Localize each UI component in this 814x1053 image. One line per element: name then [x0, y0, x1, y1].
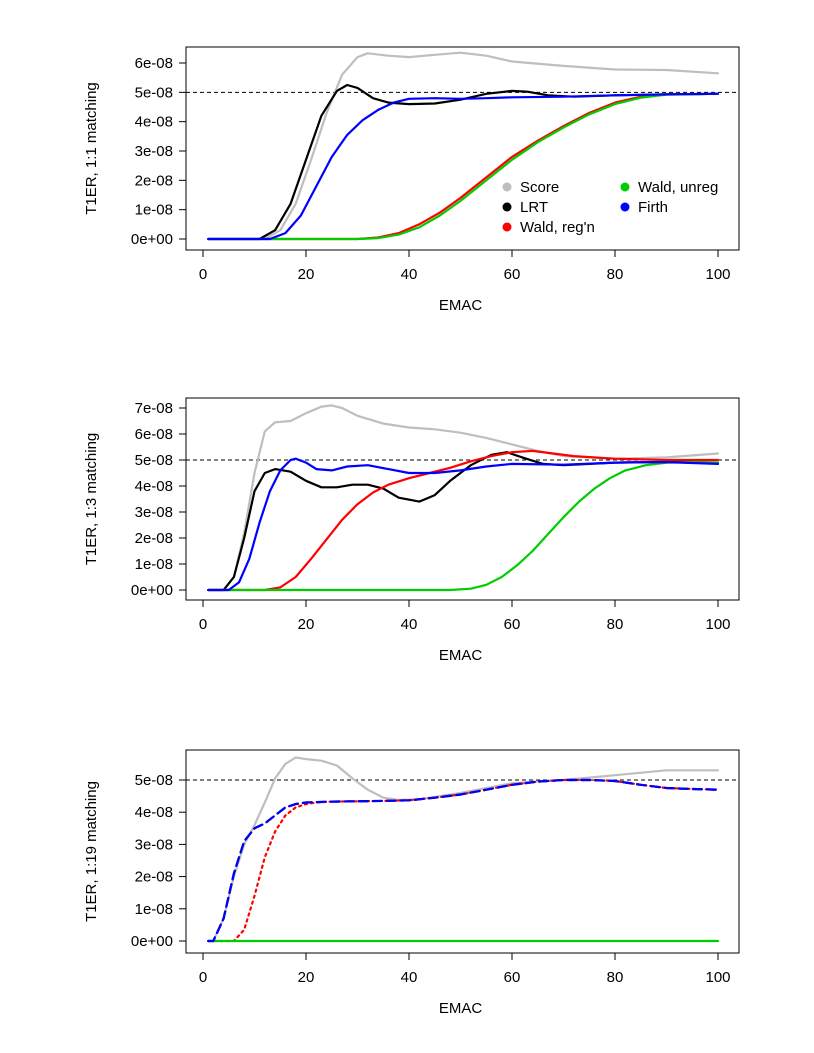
y-tick-label: 3e-08	[135, 143, 173, 160]
y-tick-label: 6e-08	[135, 55, 173, 72]
y-tick-label: 2e-08	[135, 172, 173, 189]
legend-marker	[620, 182, 630, 192]
series-group	[207, 404, 720, 592]
y-tick-label: 1e-08	[135, 556, 173, 573]
y-tick-label: 0e+00	[131, 582, 173, 599]
y-tick-label: 2e-08	[135, 530, 173, 547]
series-line-lrt	[207, 451, 720, 592]
chart-panel-2: 0 20 40 60 80 100 EMAC 0e+00 1e-08 2e-08 3e-08 4e-0…	[83, 397, 740, 664]
series-line-firth	[207, 778, 720, 943]
series-line-lrt	[207, 778, 720, 943]
y-tick-label: 1e-08	[135, 901, 173, 918]
legend-marker	[502, 202, 512, 212]
series-line-firth	[207, 457, 720, 592]
x-tick-label: 0	[199, 969, 207, 986]
y-tick-label: 5e-08	[135, 452, 173, 469]
x-tick-label: 40	[401, 616, 418, 633]
y-tick-label: 0e+00	[131, 933, 173, 950]
series-line-wald-reg-n	[207, 449, 720, 592]
y-tick-label: 0e+00	[131, 231, 173, 248]
chart-panel-1: 0 20 40 60 80 100 EMAC 0e+00 1e-08 2e-08 3e-08 4e-0…	[83, 46, 740, 314]
legend-marker	[620, 202, 630, 212]
legend-label: LRT	[520, 199, 548, 216]
y-tick-label: 4e-08	[135, 478, 173, 495]
legend: Score LRT Wald, reg'n Wald, unreg Firth	[502, 179, 718, 236]
x-tick-label: 80	[607, 616, 624, 633]
x-axis-label: EMAC	[439, 297, 483, 314]
y-tick-label: 4e-08	[135, 114, 173, 131]
x-tick-label: 60	[504, 616, 521, 633]
legend-marker	[502, 182, 512, 192]
x-axis-label: EMAC	[439, 647, 483, 664]
y-tick-label: 3e-08	[135, 836, 173, 853]
y-tick-label: 2e-08	[135, 869, 173, 886]
legend-label: Firth	[638, 199, 668, 216]
x-tick-label: 0	[199, 266, 207, 283]
series-line-wald-unreg	[207, 92, 720, 241]
x-tick-label: 60	[504, 969, 521, 986]
legend-marker	[502, 222, 512, 232]
series-line-score	[207, 404, 720, 592]
x-tick-label: 0	[199, 616, 207, 633]
x-tick-label: 60	[504, 266, 521, 283]
series-line-firth	[207, 92, 720, 241]
x-axis-label: EMAC	[439, 1000, 483, 1017]
x-tick-label: 100	[705, 266, 730, 283]
y-axis-label: T1ER, 1:19 matching	[83, 781, 100, 922]
series-group	[207, 756, 720, 943]
y-tick-label: 3e-08	[135, 504, 173, 521]
x-tick-label: 80	[607, 266, 624, 283]
x-tick-label: 80	[607, 969, 624, 986]
y-tick-label: 7e-08	[135, 400, 173, 417]
series-group	[207, 51, 720, 241]
y-tick-label: 1e-08	[135, 202, 173, 219]
x-tick-label: 40	[401, 266, 418, 283]
series-line-wald-reg-n	[207, 92, 720, 241]
legend-label: Wald, reg'n	[520, 219, 595, 236]
series-line-wald-unreg	[207, 461, 720, 592]
y-tick-label: 4e-08	[135, 804, 173, 821]
x-tick-label: 100	[705, 969, 730, 986]
x-tick-label: 100	[705, 616, 730, 633]
chart-panel-3: 0 20 40 60 80 100 EMAC 0e+00 1e-08 2e-08 3e-08 4e-0…	[83, 749, 740, 1017]
y-tick-label: 6e-08	[135, 426, 173, 443]
series-line-wald-reg-n	[207, 778, 720, 943]
series-line-score	[207, 51, 720, 241]
y-axis-label: T1ER, 1:3 matching	[83, 433, 100, 566]
legend-label: Score	[520, 179, 559, 196]
y-tick-label: 5e-08	[135, 772, 173, 789]
x-tick-label: 40	[401, 969, 418, 986]
x-tick-label: 20	[298, 616, 315, 633]
y-axis-label: T1ER, 1:1 matching	[83, 82, 100, 215]
y-tick-label: 5e-08	[135, 84, 173, 101]
plot-frame	[185, 46, 740, 251]
x-tick-label: 20	[298, 266, 315, 283]
legend-label: Wald, unreg	[638, 179, 718, 196]
x-tick-label: 20	[298, 969, 315, 986]
